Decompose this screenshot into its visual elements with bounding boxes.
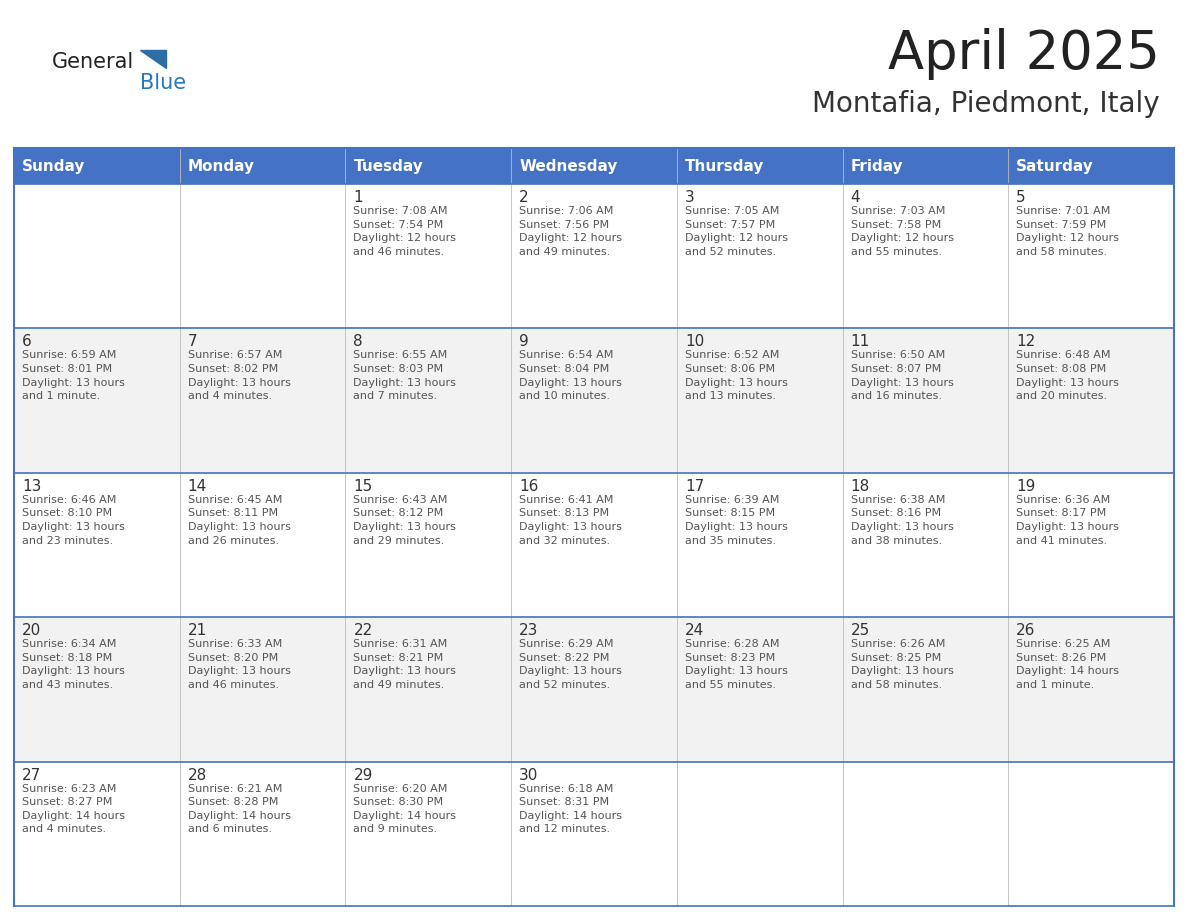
Text: Sunrise: 7:03 AM
Sunset: 7:58 PM
Daylight: 12 hours
and 55 minutes.: Sunrise: 7:03 AM Sunset: 7:58 PM Dayligh… <box>851 206 954 257</box>
Text: Sunrise: 6:43 AM
Sunset: 8:12 PM
Daylight: 13 hours
and 29 minutes.: Sunrise: 6:43 AM Sunset: 8:12 PM Dayligh… <box>353 495 456 545</box>
Bar <box>14 148 179 184</box>
Text: Sunrise: 6:21 AM
Sunset: 8:28 PM
Daylight: 14 hours
and 6 minutes.: Sunrise: 6:21 AM Sunset: 8:28 PM Dayligh… <box>188 784 291 834</box>
Bar <box>14 329 1174 473</box>
Text: 19: 19 <box>1016 479 1036 494</box>
Text: Sunrise: 6:52 AM
Sunset: 8:06 PM
Daylight: 13 hours
and 13 minutes.: Sunrise: 6:52 AM Sunset: 8:06 PM Dayligh… <box>684 351 788 401</box>
Text: 21: 21 <box>188 623 207 638</box>
Text: April 2025: April 2025 <box>889 28 1159 80</box>
Text: Sunrise: 6:48 AM
Sunset: 8:08 PM
Daylight: 13 hours
and 20 minutes.: Sunrise: 6:48 AM Sunset: 8:08 PM Dayligh… <box>1016 351 1119 401</box>
Text: 23: 23 <box>519 623 538 638</box>
Text: Sunrise: 7:08 AM
Sunset: 7:54 PM
Daylight: 12 hours
and 46 minutes.: Sunrise: 7:08 AM Sunset: 7:54 PM Dayligh… <box>353 206 456 257</box>
Text: 9: 9 <box>519 334 529 350</box>
Text: General: General <box>52 52 134 72</box>
Text: 2: 2 <box>519 190 529 205</box>
Polygon shape <box>140 50 166 68</box>
Text: 14: 14 <box>188 479 207 494</box>
Text: 20: 20 <box>23 623 42 638</box>
Text: 3: 3 <box>684 190 695 205</box>
Text: 24: 24 <box>684 623 704 638</box>
Text: Sunrise: 6:59 AM
Sunset: 8:01 PM
Daylight: 13 hours
and 1 minute.: Sunrise: 6:59 AM Sunset: 8:01 PM Dayligh… <box>23 351 125 401</box>
Text: 4: 4 <box>851 190 860 205</box>
Bar <box>677 148 842 184</box>
Text: Sunrise: 6:33 AM
Sunset: 8:20 PM
Daylight: 13 hours
and 46 minutes.: Sunrise: 6:33 AM Sunset: 8:20 PM Dayligh… <box>188 639 291 690</box>
Text: Sunrise: 6:39 AM
Sunset: 8:15 PM
Daylight: 13 hours
and 35 minutes.: Sunrise: 6:39 AM Sunset: 8:15 PM Dayligh… <box>684 495 788 545</box>
Text: Sunrise: 6:25 AM
Sunset: 8:26 PM
Daylight: 14 hours
and 1 minute.: Sunrise: 6:25 AM Sunset: 8:26 PM Dayligh… <box>1016 639 1119 690</box>
Bar <box>842 148 1009 184</box>
Text: 7: 7 <box>188 334 197 350</box>
Bar <box>14 762 1174 906</box>
Text: Sunrise: 6:54 AM
Sunset: 8:04 PM
Daylight: 13 hours
and 10 minutes.: Sunrise: 6:54 AM Sunset: 8:04 PM Dayligh… <box>519 351 623 401</box>
Text: 11: 11 <box>851 334 870 350</box>
Text: 27: 27 <box>23 767 42 783</box>
Bar <box>511 148 677 184</box>
Text: 28: 28 <box>188 767 207 783</box>
Text: Sunrise: 6:38 AM
Sunset: 8:16 PM
Daylight: 13 hours
and 38 minutes.: Sunrise: 6:38 AM Sunset: 8:16 PM Dayligh… <box>851 495 954 545</box>
Text: Sunrise: 6:28 AM
Sunset: 8:23 PM
Daylight: 13 hours
and 55 minutes.: Sunrise: 6:28 AM Sunset: 8:23 PM Dayligh… <box>684 639 788 690</box>
Text: Saturday: Saturday <box>1016 159 1094 174</box>
Text: Sunrise: 6:26 AM
Sunset: 8:25 PM
Daylight: 13 hours
and 58 minutes.: Sunrise: 6:26 AM Sunset: 8:25 PM Dayligh… <box>851 639 954 690</box>
Text: 8: 8 <box>353 334 364 350</box>
Text: Sunrise: 6:18 AM
Sunset: 8:31 PM
Daylight: 14 hours
and 12 minutes.: Sunrise: 6:18 AM Sunset: 8:31 PM Dayligh… <box>519 784 623 834</box>
Text: 22: 22 <box>353 623 373 638</box>
Bar <box>1009 148 1174 184</box>
Text: Sunrise: 7:06 AM
Sunset: 7:56 PM
Daylight: 12 hours
and 49 minutes.: Sunrise: 7:06 AM Sunset: 7:56 PM Dayligh… <box>519 206 623 257</box>
Text: Sunrise: 7:01 AM
Sunset: 7:59 PM
Daylight: 12 hours
and 58 minutes.: Sunrise: 7:01 AM Sunset: 7:59 PM Dayligh… <box>1016 206 1119 257</box>
Bar <box>179 148 346 184</box>
Text: Sunrise: 7:05 AM
Sunset: 7:57 PM
Daylight: 12 hours
and 52 minutes.: Sunrise: 7:05 AM Sunset: 7:57 PM Dayligh… <box>684 206 788 257</box>
Text: 29: 29 <box>353 767 373 783</box>
Text: Thursday: Thursday <box>684 159 764 174</box>
Text: Sunrise: 6:57 AM
Sunset: 8:02 PM
Daylight: 13 hours
and 4 minutes.: Sunrise: 6:57 AM Sunset: 8:02 PM Dayligh… <box>188 351 291 401</box>
Bar <box>346 148 511 184</box>
Text: 12: 12 <box>1016 334 1036 350</box>
Bar <box>14 184 1174 329</box>
Text: 6: 6 <box>23 334 32 350</box>
Text: Blue: Blue <box>140 73 187 93</box>
Text: Tuesday: Tuesday <box>353 159 423 174</box>
Text: Sunrise: 6:23 AM
Sunset: 8:27 PM
Daylight: 14 hours
and 4 minutes.: Sunrise: 6:23 AM Sunset: 8:27 PM Dayligh… <box>23 784 125 834</box>
Text: Sunrise: 6:20 AM
Sunset: 8:30 PM
Daylight: 14 hours
and 9 minutes.: Sunrise: 6:20 AM Sunset: 8:30 PM Dayligh… <box>353 784 456 834</box>
Text: Sunrise: 6:34 AM
Sunset: 8:18 PM
Daylight: 13 hours
and 43 minutes.: Sunrise: 6:34 AM Sunset: 8:18 PM Dayligh… <box>23 639 125 690</box>
Text: Sunrise: 6:46 AM
Sunset: 8:10 PM
Daylight: 13 hours
and 23 minutes.: Sunrise: 6:46 AM Sunset: 8:10 PM Dayligh… <box>23 495 125 545</box>
Bar <box>14 473 1174 617</box>
Text: Sunrise: 6:55 AM
Sunset: 8:03 PM
Daylight: 13 hours
and 7 minutes.: Sunrise: 6:55 AM Sunset: 8:03 PM Dayligh… <box>353 351 456 401</box>
Text: 26: 26 <box>1016 623 1036 638</box>
Text: 5: 5 <box>1016 190 1026 205</box>
Text: 30: 30 <box>519 767 538 783</box>
Text: 15: 15 <box>353 479 373 494</box>
Text: 10: 10 <box>684 334 704 350</box>
Text: Sunrise: 6:45 AM
Sunset: 8:11 PM
Daylight: 13 hours
and 26 minutes.: Sunrise: 6:45 AM Sunset: 8:11 PM Dayligh… <box>188 495 291 545</box>
Text: 13: 13 <box>23 479 42 494</box>
Text: Sunrise: 6:41 AM
Sunset: 8:13 PM
Daylight: 13 hours
and 32 minutes.: Sunrise: 6:41 AM Sunset: 8:13 PM Dayligh… <box>519 495 623 545</box>
Text: Sunrise: 6:36 AM
Sunset: 8:17 PM
Daylight: 13 hours
and 41 minutes.: Sunrise: 6:36 AM Sunset: 8:17 PM Dayligh… <box>1016 495 1119 545</box>
Text: 16: 16 <box>519 479 538 494</box>
Text: 17: 17 <box>684 479 704 494</box>
Bar <box>14 617 1174 762</box>
Text: Sunday: Sunday <box>23 159 86 174</box>
Text: Montafia, Piedmont, Italy: Montafia, Piedmont, Italy <box>813 90 1159 118</box>
Text: 18: 18 <box>851 479 870 494</box>
Text: 1: 1 <box>353 190 364 205</box>
Text: 25: 25 <box>851 623 870 638</box>
Text: Friday: Friday <box>851 159 903 174</box>
Text: Sunrise: 6:29 AM
Sunset: 8:22 PM
Daylight: 13 hours
and 52 minutes.: Sunrise: 6:29 AM Sunset: 8:22 PM Dayligh… <box>519 639 623 690</box>
Text: Sunrise: 6:31 AM
Sunset: 8:21 PM
Daylight: 13 hours
and 49 minutes.: Sunrise: 6:31 AM Sunset: 8:21 PM Dayligh… <box>353 639 456 690</box>
Text: Monday: Monday <box>188 159 254 174</box>
Text: Wednesday: Wednesday <box>519 159 618 174</box>
Text: Sunrise: 6:50 AM
Sunset: 8:07 PM
Daylight: 13 hours
and 16 minutes.: Sunrise: 6:50 AM Sunset: 8:07 PM Dayligh… <box>851 351 954 401</box>
